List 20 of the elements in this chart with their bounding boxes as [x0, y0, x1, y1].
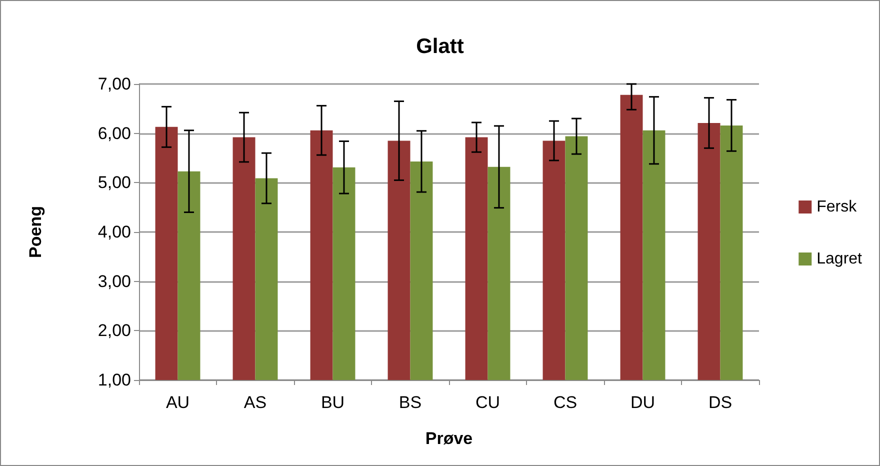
- x-axis-title: Prøve: [425, 429, 473, 448]
- y-tick-label: 6,00: [98, 124, 131, 143]
- x-tick-label: BU: [320, 393, 345, 412]
- y-axis-title: Poeng: [26, 206, 45, 258]
- x-tick-label: AU: [166, 393, 190, 412]
- legend-label: Lagret: [816, 250, 863, 268]
- y-tick-label: 3,00: [98, 272, 131, 291]
- y-tick-label: 7,00: [98, 74, 131, 94]
- y-tick-label: 4,00: [98, 222, 131, 242]
- x-tick-label: DS: [708, 393, 732, 412]
- x-tick-label: BS: [398, 393, 422, 412]
- y-tick-label: 2,00: [98, 321, 131, 340]
- x-tick-label: CS: [553, 393, 578, 412]
- x-tick-label: AS: [244, 393, 267, 412]
- x-tick-label: CU: [475, 393, 500, 412]
- y-tick-label: 1,00: [98, 370, 131, 390]
- x-tick-label: DU: [630, 393, 656, 412]
- y-tick-label: 5,00: [98, 173, 131, 192]
- chart-title: Glatt: [416, 35, 464, 58]
- legend-label: Fersk: [816, 198, 858, 216]
